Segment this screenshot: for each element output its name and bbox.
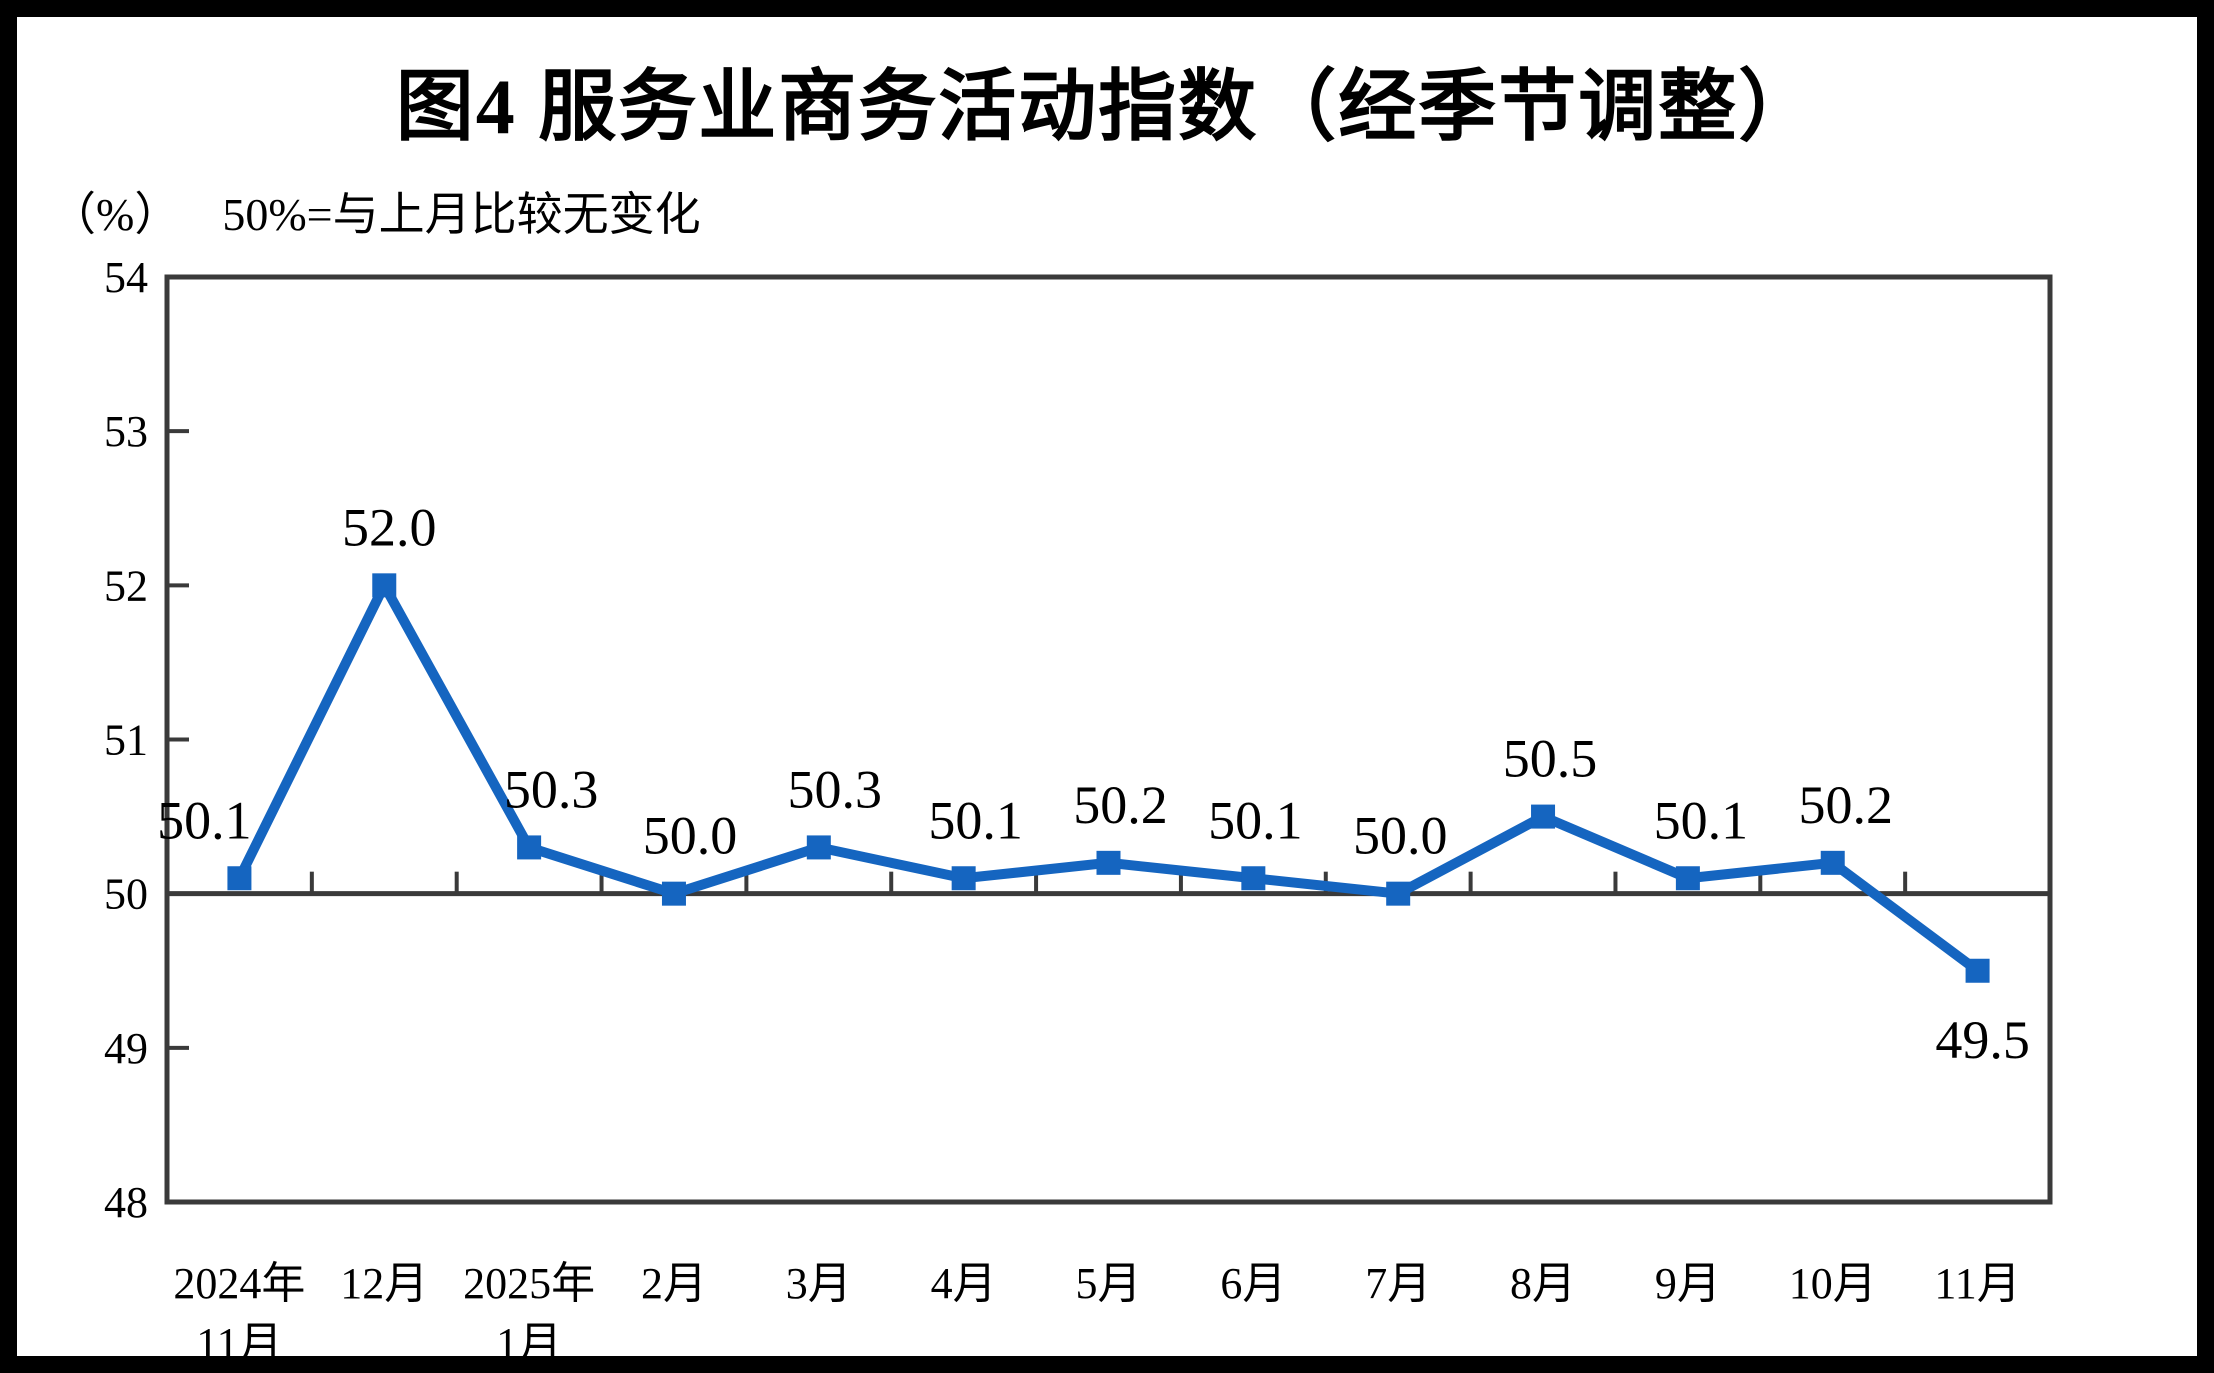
baseline-note: 50%=与上月比较无变化	[222, 189, 701, 240]
data-point-marker	[1820, 850, 1845, 875]
x-tick-label: 4月	[931, 1259, 997, 1308]
data-point-marker	[951, 866, 976, 891]
data-label: 50.1	[928, 790, 1023, 850]
data-label: 50.0	[1353, 806, 1448, 866]
unit-label: （%）	[50, 189, 181, 240]
y-tick-label: 50	[104, 870, 148, 919]
x-tick-label: 6月	[1220, 1259, 1286, 1308]
y-tick-label: 49	[104, 1024, 148, 1073]
data-point-marker	[517, 835, 542, 860]
x-tick-label: 1月	[496, 1319, 562, 1368]
y-tick-label: 54	[104, 253, 148, 302]
y-tick-label: 52	[104, 561, 148, 610]
data-point-marker	[1386, 881, 1411, 906]
x-tick-label: 5月	[1076, 1259, 1142, 1308]
data-label: 50.5	[1503, 729, 1598, 789]
data-label: 50.1	[1208, 790, 1303, 850]
x-tick-label: 9月	[1655, 1259, 1721, 1308]
data-label: 50.1	[157, 790, 252, 850]
data-point-marker	[372, 573, 397, 598]
x-tick-label: 2025年	[463, 1259, 595, 1308]
y-tick-label: 53	[104, 407, 148, 456]
data-point-marker	[661, 881, 686, 906]
data-label: 49.5	[1935, 1010, 2030, 1070]
data-point-marker	[806, 835, 831, 860]
y-tick-label: 48	[104, 1178, 148, 1227]
x-tick-label: 11月	[1934, 1259, 2020, 1308]
data-label: 50.3	[504, 759, 599, 819]
data-point-marker	[1675, 866, 1700, 891]
x-tick-label: 3月	[786, 1259, 852, 1308]
data-label: 50.0	[643, 806, 738, 866]
data-point-marker	[227, 866, 252, 891]
y-tick-label: 51	[104, 716, 148, 765]
data-point-marker	[1241, 866, 1266, 891]
x-tick-label: 2024年	[173, 1259, 305, 1308]
x-tick-label: 8月	[1510, 1259, 1576, 1308]
x-tick-label: 12月	[340, 1259, 428, 1308]
data-label: 50.2	[1798, 775, 1893, 835]
plot-border	[164, 274, 2053, 1205]
data-label: 50.3	[788, 759, 883, 819]
data-label: 50.1	[1654, 790, 1749, 850]
x-tick-label: 2月	[641, 1259, 707, 1308]
data-point-marker	[1531, 804, 1556, 829]
data-point-marker	[1965, 958, 1990, 983]
data-label: 52.0	[342, 497, 437, 557]
x-tick-label: 7月	[1365, 1259, 1431, 1308]
chart-subtitle: （%） 50%=与上月比较无变化	[50, 178, 701, 244]
x-tick-label: 11月	[196, 1319, 282, 1368]
data-label: 50.2	[1073, 775, 1168, 835]
chart-title: 图4 服务业商务活动指数（经季节调整）	[395, 63, 1819, 150]
x-tick-label: 10月	[1789, 1259, 1877, 1308]
data-point-marker	[1096, 850, 1121, 875]
